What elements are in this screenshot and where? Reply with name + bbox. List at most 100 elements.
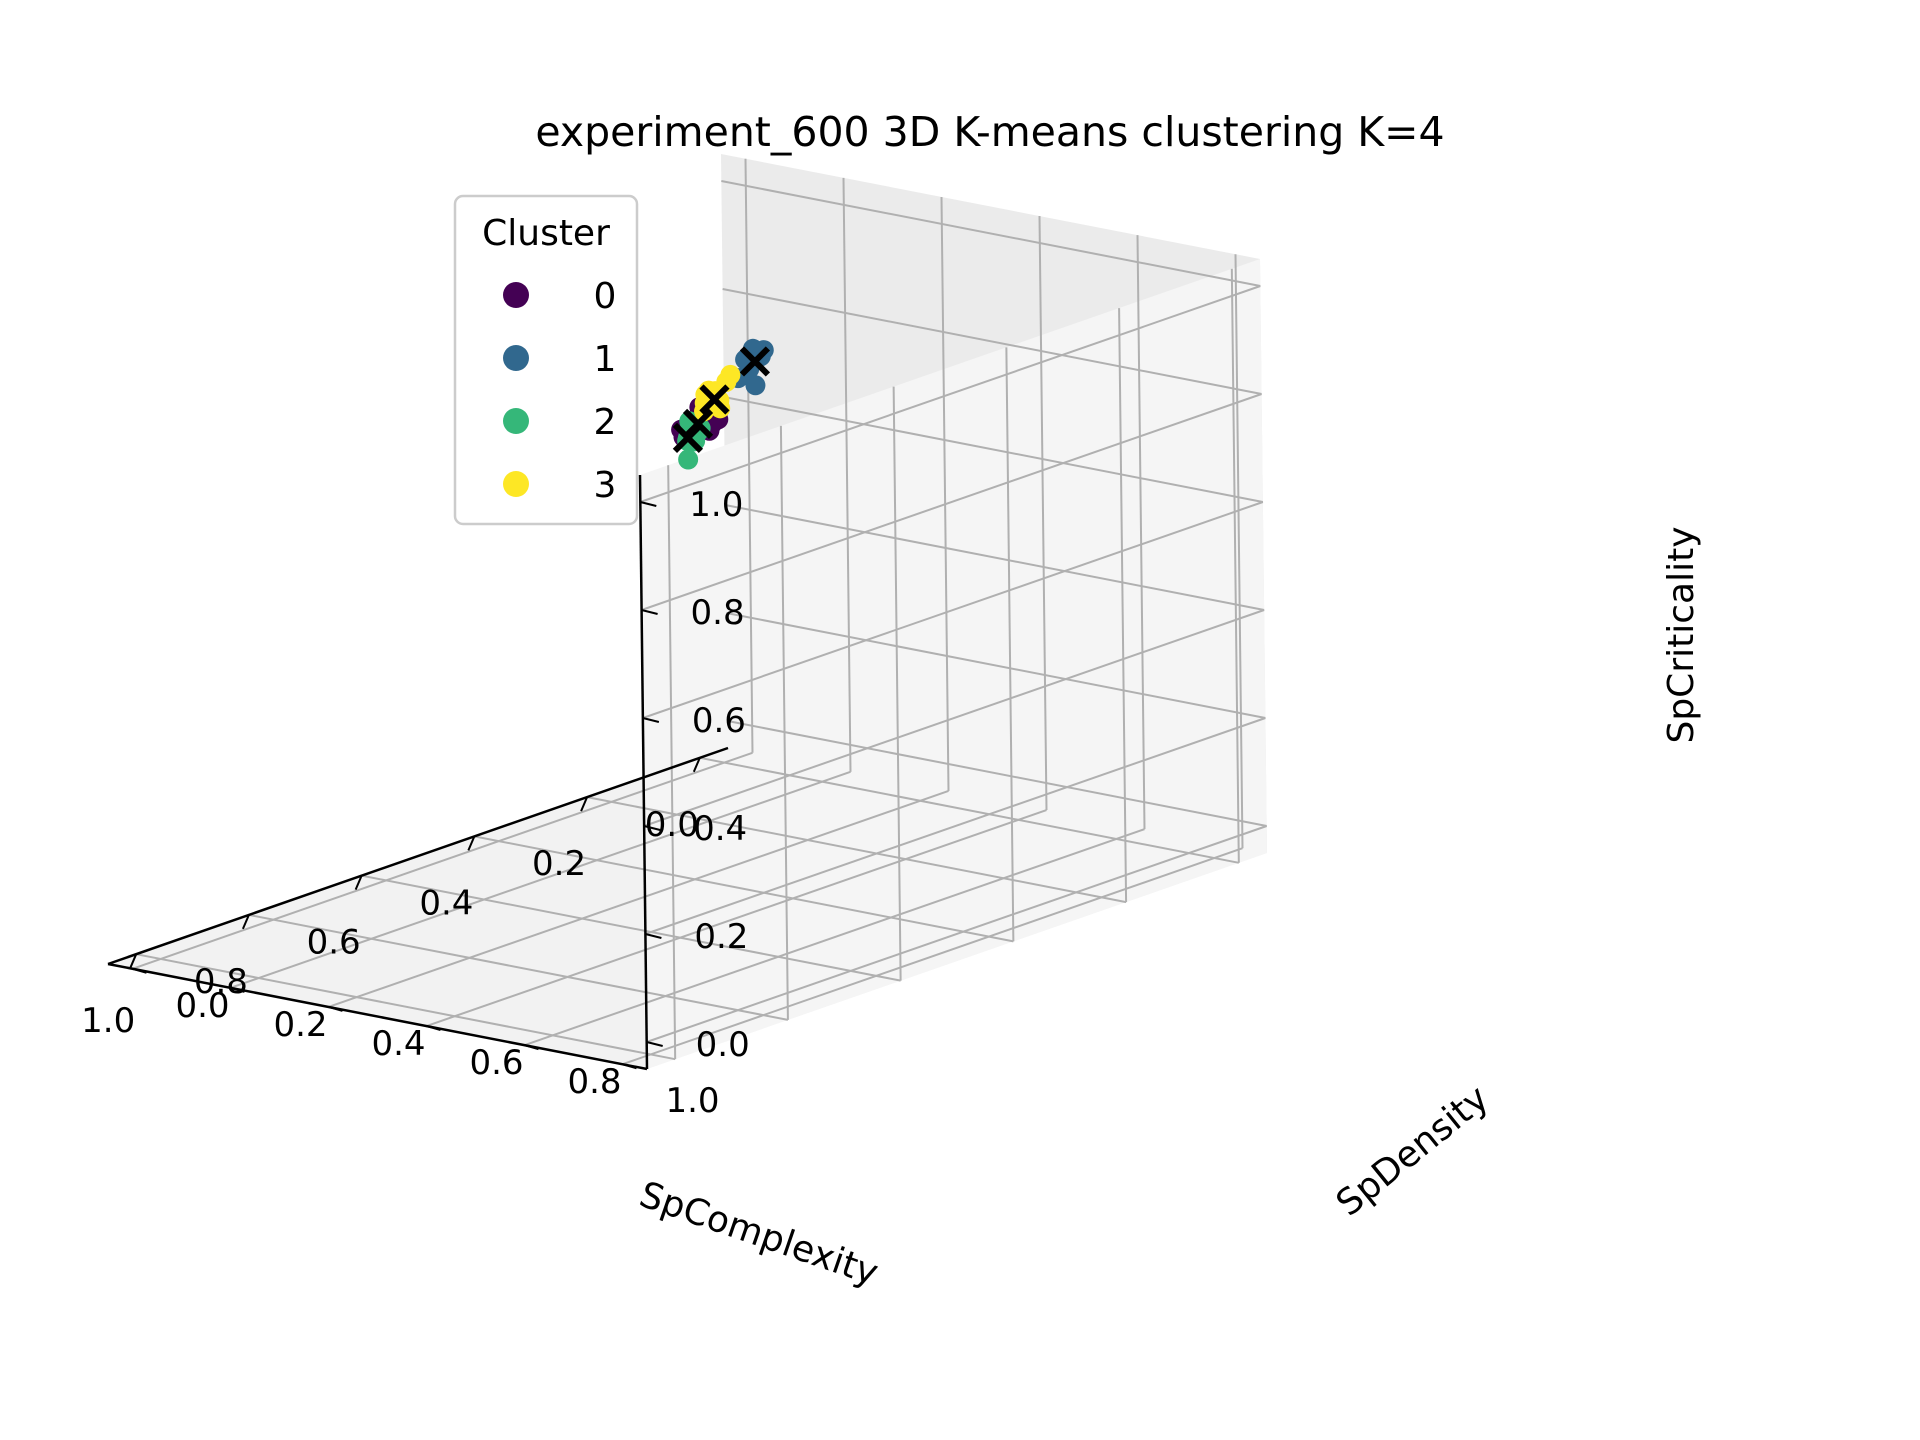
- z-tick-mark: [643, 825, 661, 831]
- y-tick-label: 0.2: [273, 1005, 327, 1045]
- z-gridline: [642, 501, 1264, 719]
- x-gridline: [667, 465, 677, 1060]
- x-gridline: [1005, 347, 1015, 942]
- y-gridline: [940, 196, 950, 791]
- y-gridline: [426, 809, 1047, 1027]
- x-tick-label: 0.0: [645, 805, 699, 845]
- z-gridline: [726, 612, 1266, 719]
- z-axis-line: [638, 474, 649, 1070]
- z-tick-label: 0.4: [693, 809, 747, 849]
- z-gridline: [646, 825, 1268, 1043]
- legend: Cluster 0 1 2 3: [453, 194, 639, 526]
- axis-grid: [132, 158, 1268, 1066]
- x-gridline: [135, 953, 676, 1061]
- y-tick-label: 0.6: [469, 1043, 523, 1083]
- z-tick-mark: [641, 609, 658, 615]
- x-gridline: [361, 874, 901, 982]
- legend-label-1: 1: [594, 339, 617, 380]
- y-gridline: [842, 177, 852, 772]
- cluster-3-point: [720, 364, 741, 385]
- y-gridline: [132, 751, 753, 970]
- x-tick-mark: [241, 914, 250, 930]
- y-gridline: [328, 790, 949, 1008]
- x-tick-label: 0.6: [307, 923, 361, 963]
- centroid-marker: [672, 422, 704, 454]
- y-tick-mark: [524, 1044, 539, 1051]
- y-tick-label: 1.0: [665, 1081, 719, 1121]
- cluster-2-point: [678, 449, 699, 470]
- axis-ticks: 0.0 0.0 0.0 0.2 0.2 0.2 0.4 0.4 0.4 0.6 0.6 0.6 0.8 0…: [81, 485, 750, 1121]
- legend-marker-1: [503, 345, 529, 371]
- y-gridline: [230, 770, 851, 989]
- data-points: [671, 338, 774, 470]
- back-wall-pane: [640, 259, 1267, 1069]
- x-tick-label: 0.8: [194, 962, 248, 1002]
- z-gridline: [645, 717, 1266, 935]
- x-tick-mark: [467, 835, 476, 851]
- z-gridline: [639, 285, 1261, 503]
- legend-label-3: 3: [594, 465, 617, 506]
- centroid-marker: [699, 384, 730, 415]
- z-tick-label: 0.2: [694, 917, 748, 957]
- y-tick-label: 0.8: [567, 1062, 621, 1102]
- x-axis-line: [107, 746, 729, 966]
- z-tick-label: 0.6: [692, 701, 746, 741]
- z-tick-mark: [642, 717, 660, 723]
- legend-label-0: 0: [594, 276, 617, 317]
- x-gridline: [779, 425, 789, 1020]
- z-tick-label: 0.8: [691, 593, 745, 633]
- x-gridline: [248, 913, 789, 1021]
- z-gridline: [643, 609, 1265, 827]
- z-tick-label: 1.0: [689, 485, 743, 525]
- x-gridline: [474, 835, 1014, 943]
- x-tick-mark: [354, 875, 363, 891]
- z-gridline: [641, 393, 1262, 611]
- legend-label-2: 2: [594, 402, 617, 443]
- x-tick-label: 0.2: [532, 844, 586, 884]
- cluster-1-point: [745, 375, 766, 396]
- legend-frame: [453, 194, 639, 526]
- legend-marker-2: [503, 408, 529, 434]
- z-tick-mark: [640, 501, 657, 507]
- x-tick-label: 1.0: [81, 1001, 135, 1041]
- y-tick-label: 0.4: [371, 1024, 425, 1064]
- y-tick-mark: [328, 1005, 343, 1012]
- x-tick-mark: [129, 953, 138, 969]
- y-tick-mark: [230, 986, 245, 993]
- y-axis-label: SpDensity: [1329, 1078, 1497, 1225]
- x-gridline: [1118, 308, 1128, 903]
- centroid-marker: [739, 346, 771, 377]
- legend-marker-0: [503, 282, 529, 308]
- x-tick-label: 0.4: [419, 883, 473, 923]
- x-tick-mark: [692, 757, 701, 773]
- y-axis-line: [107, 962, 648, 1071]
- z-gridline: [724, 504, 1265, 611]
- y-tick-mark: [132, 967, 147, 974]
- legend-title: Cluster: [482, 213, 610, 254]
- y-tick-label: 0.0: [175, 986, 229, 1026]
- z-gridline: [722, 288, 1262, 395]
- legend-marker-3: [503, 471, 529, 497]
- y-tick-mark: [426, 1025, 441, 1032]
- y-gridline: [622, 847, 1243, 1066]
- y-gridline: [1038, 216, 1048, 811]
- x-gridline: [892, 386, 902, 981]
- z-gridline: [723, 396, 1264, 503]
- axis-panes: [108, 154, 1267, 1069]
- z-tick-mark: [646, 1041, 663, 1047]
- y-gridline: [524, 828, 1145, 1047]
- chart-title: experiment_600 3D K-means clustering K=4: [535, 108, 1444, 156]
- y-tick-mark: [622, 1063, 637, 1070]
- z-tick-label: 0.0: [696, 1025, 750, 1065]
- z-gridline: [721, 180, 1261, 287]
- y-gridline: [1136, 235, 1146, 830]
- z-gridline: [727, 720, 1267, 827]
- y-gridline: [744, 158, 754, 753]
- x-gridline: [1230, 268, 1240, 863]
- y-gridline: [1234, 254, 1244, 849]
- z-tick-mark: [645, 933, 662, 939]
- axis-lines: [107, 474, 729, 1071]
- z-axis-label: SpCriticality: [1661, 526, 1702, 743]
